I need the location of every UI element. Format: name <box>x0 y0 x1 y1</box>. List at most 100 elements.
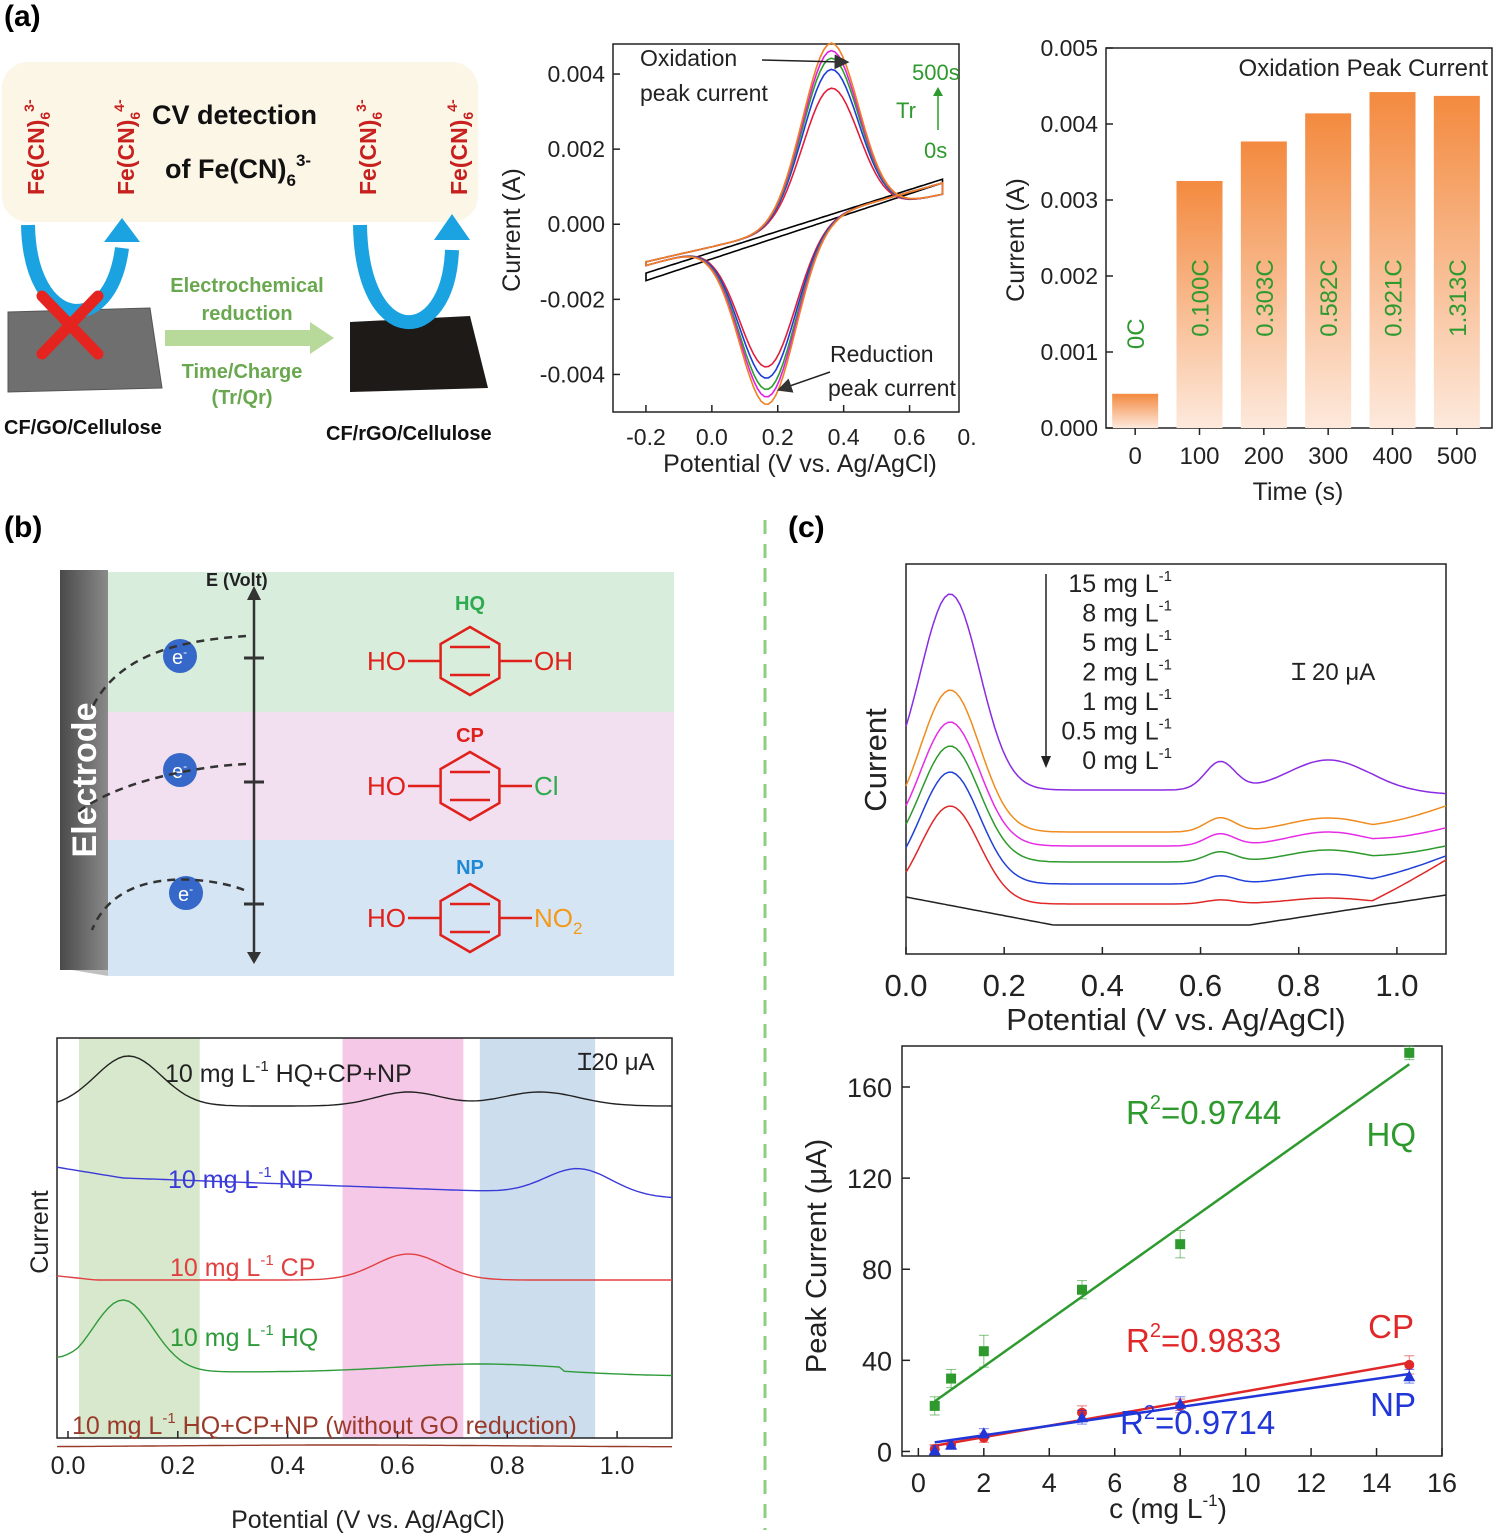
cv-plot: -0.2 0.0 0.2 0.4 0.6 0. -0.004 -0.002 0.000 0.002… <box>498 42 977 478</box>
bar-label: 1.313C <box>1445 259 1472 336</box>
bar-label: 0C <box>1123 318 1150 349</box>
bar-label: 0.582C <box>1316 259 1343 336</box>
data-point <box>1077 1284 1087 1295</box>
x-tick-label: 0.8 <box>1277 968 1320 1003</box>
x-axis-label: Potential (V vs. Ag/AgCl) <box>231 1506 505 1534</box>
x-tick-label: 1.0 <box>1375 968 1418 1003</box>
x-axis-label: Time (s) <box>1253 478 1344 506</box>
data-point <box>1076 1411 1088 1423</box>
x-tick-label: 0.0 <box>884 968 927 1003</box>
panel-label-b: (b) <box>4 511 42 544</box>
x-tick-label: 0.4 <box>828 424 860 450</box>
dpv-curve <box>905 593 1447 795</box>
x-tick-label: 0.2 <box>160 1452 195 1480</box>
svg-text:e-: e- <box>178 882 193 906</box>
legend-entry: 5 mg L-1 <box>1082 627 1172 657</box>
molecule-abbr: NP <box>456 857 484 879</box>
x-axis-label: Potential (V vs. Ag/AgCl) <box>663 450 937 478</box>
schematic-b: Electrode E (Volt) e- e- e- HQ HO OH CP HO Cl… <box>60 570 674 976</box>
x-tick-label: 0.6 <box>380 1452 415 1480</box>
y-tick-label: 0.005 <box>1040 35 1098 61</box>
band-cp <box>108 712 674 840</box>
x-tick-label: 0.6 <box>1179 968 1222 1003</box>
x-tick-label: 2 <box>976 1468 991 1498</box>
x-tick-label: 14 <box>1362 1468 1392 1498</box>
plot-frame <box>56 1037 673 1439</box>
y-tick-label: 0.000 <box>547 211 605 237</box>
annotation-arrow <box>776 371 831 393</box>
y-tick-label: 80 <box>862 1255 892 1285</box>
species-label: Fe(CN)64- <box>111 99 143 195</box>
x-tick-label: 0.6 <box>894 424 926 450</box>
r2-label: R2=0.9744 <box>1126 1092 1281 1131</box>
species-label: Fe(CN)63- <box>353 99 385 195</box>
cv-curve <box>645 42 944 406</box>
electrode-rgo <box>350 316 488 392</box>
bar <box>1240 141 1287 429</box>
legend-entry: 0 mg L-1 <box>1082 745 1172 775</box>
annotation-500s: 500s <box>912 60 960 85</box>
electron-icon: e- <box>163 639 197 673</box>
y-axis-label: Peak Current (μA) <box>801 1139 833 1373</box>
schematic-a: CV detection of Fe(CN)63- Fe(CN)63- Fe(C… <box>2 62 492 445</box>
series-label: 10 mg L-1 HQ <box>170 1322 318 1352</box>
caption-cf-go: CF/GO/Cellulose <box>4 417 162 439</box>
panel-label-a: (a) <box>4 0 41 33</box>
legend-entry: 0.5 mg L-1 <box>1061 715 1172 745</box>
bar-label: 0.303C <box>1252 259 1279 336</box>
dpv-plot-b: 0.0 0.2 0.4 0.6 0.8 1.0 10 mg L-1 HQ+CP+NP 10 … <box>26 1037 673 1534</box>
dpv-curve <box>56 1444 672 1448</box>
y-tick-label: 0.000 <box>1040 415 1098 441</box>
y-axis-label: Current (A) <box>1002 178 1030 302</box>
data-point <box>1404 1047 1415 1058</box>
series-label: 10 mg L-1 HQ+CP+NP <box>165 1058 412 1088</box>
highlight-band <box>78 1038 200 1438</box>
bar <box>1305 113 1352 429</box>
redox-arrow-right <box>353 224 459 329</box>
dpv-curve <box>905 721 1447 847</box>
legend-entry: 8 mg L-1 <box>1082 597 1172 627</box>
data-point <box>945 1438 958 1450</box>
ring <box>439 750 501 822</box>
x-tick-label: 6 <box>1107 1468 1122 1498</box>
benzene-ring-icon <box>408 882 532 954</box>
data-point <box>1175 1239 1186 1250</box>
x-tick-label: 0.0 <box>51 1452 86 1480</box>
y-tick-label: 0 <box>877 1437 892 1467</box>
y-axis-label: Current (A) <box>498 168 526 292</box>
caption-cf-rgo: CF/rGO/Cellulose <box>326 423 492 445</box>
band-hq <box>108 572 674 712</box>
electron-icon: e- <box>169 876 203 910</box>
bar-label: 0.100C <box>1188 259 1215 336</box>
plot-frame <box>901 1045 1443 1457</box>
y-tick-label: 0.002 <box>1040 263 1098 289</box>
y-tick-label: 160 <box>847 1073 892 1103</box>
dpv-curve <box>56 1299 673 1377</box>
molecule-abbr: HQ <box>455 593 485 615</box>
plot-frame <box>1105 47 1493 429</box>
dpv-curve <box>56 1166 673 1199</box>
y-axis-label: Current <box>26 1190 54 1273</box>
plot-frame <box>612 43 960 413</box>
x-tick-label: 16 <box>1427 1468 1457 1498</box>
arrow-sub-2: (Tr/Qr) <box>211 387 272 409</box>
species-label: Fe(CN)64- <box>444 99 476 195</box>
x-tick-label: 12 <box>1296 1468 1326 1498</box>
x-tick-label: 0 <box>911 1468 926 1498</box>
arrow-label-2: reduction <box>201 303 292 325</box>
svg-text:e-: e- <box>172 759 187 783</box>
bar <box>1433 95 1480 428</box>
bar <box>1176 181 1223 428</box>
y-tick-label: 0.001 <box>1040 339 1098 365</box>
x-tick-label: 200 <box>1244 443 1284 470</box>
arrow-head-icon <box>104 218 140 242</box>
y-tick-label: -0.004 <box>540 361 605 387</box>
annotation-reduction: Reduction <box>830 341 934 367</box>
scale-bar-label: Ɪ20 μA <box>578 1049 655 1076</box>
x-tick-label: 0. <box>957 424 976 450</box>
ring <box>439 882 501 954</box>
dpv-curve <box>56 1253 672 1281</box>
series-label: 10 mg L-1 NP <box>168 1164 313 1194</box>
x-tick-label: 500 <box>1437 443 1477 470</box>
